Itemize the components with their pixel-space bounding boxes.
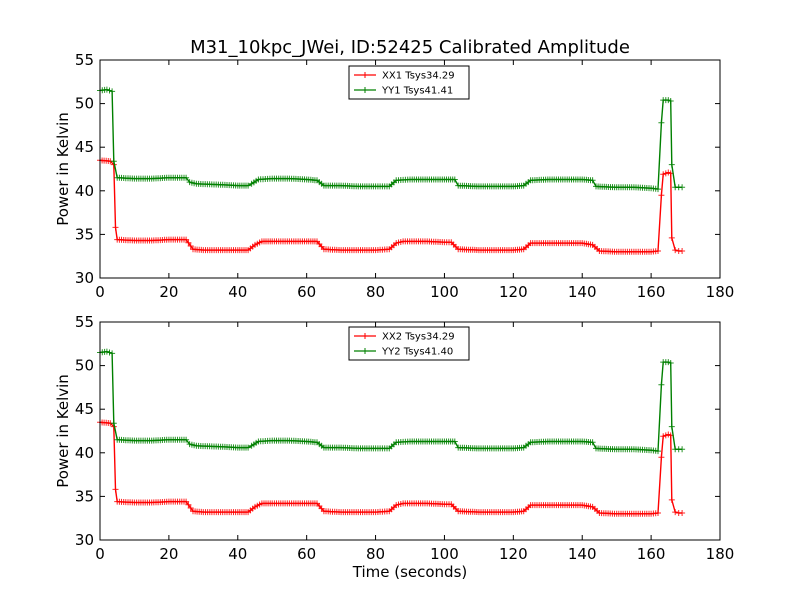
y-tick-label: 30 bbox=[75, 531, 94, 549]
y-axis-label: Power in Kelvin bbox=[54, 374, 72, 488]
x-tick-label: 20 bbox=[159, 283, 178, 301]
series-1 bbox=[97, 157, 686, 255]
data-point bbox=[655, 510, 661, 516]
data-point bbox=[668, 234, 675, 241]
data-point bbox=[679, 446, 686, 453]
y-tick-label: 50 bbox=[75, 357, 94, 375]
data-point bbox=[103, 348, 110, 355]
legend-label: YY1 Tsys41.41 bbox=[381, 86, 453, 97]
data-point bbox=[103, 86, 110, 93]
x-tick-label: 140 bbox=[568, 545, 597, 563]
data-point bbox=[245, 444, 252, 451]
data-point bbox=[187, 505, 194, 511]
y-tick-label: 45 bbox=[75, 400, 94, 418]
x-tick-label: 40 bbox=[228, 283, 247, 301]
data-point bbox=[187, 243, 194, 249]
x-tick-label: 160 bbox=[637, 283, 666, 301]
data-point bbox=[106, 349, 113, 356]
chart-panel-1: 0 20 40 60 80 100 120 140 160 180 30 35 40 45 50 55 Powe… bbox=[54, 51, 734, 301]
x-tick-label: 40 bbox=[228, 545, 247, 563]
y-tick-label: 55 bbox=[75, 51, 94, 69]
data-point bbox=[109, 88, 116, 95]
data-point bbox=[183, 436, 190, 443]
data-point bbox=[672, 247, 679, 254]
x-tick-label: 140 bbox=[568, 283, 597, 301]
y-tick-label: 40 bbox=[75, 444, 94, 462]
x-tick-label: 180 bbox=[706, 283, 735, 301]
y-tick-label: 30 bbox=[75, 269, 94, 287]
data-point bbox=[679, 184, 686, 191]
y-axis-label: Power in Kelvin bbox=[54, 112, 72, 226]
y-tick-label: 45 bbox=[75, 138, 94, 156]
data-point bbox=[668, 161, 675, 168]
data-point bbox=[668, 423, 675, 430]
data-point bbox=[112, 486, 119, 493]
y-tick-label: 50 bbox=[75, 95, 94, 113]
data-point bbox=[110, 158, 117, 165]
data-point bbox=[589, 177, 596, 184]
data-point bbox=[183, 498, 190, 505]
data-point bbox=[668, 496, 675, 503]
x-tick-label: 80 bbox=[366, 545, 385, 563]
data-point bbox=[245, 182, 252, 189]
data-point bbox=[183, 174, 190, 181]
data-point bbox=[667, 98, 674, 104]
series-1 bbox=[97, 419, 686, 517]
x-axis-label: Time (seconds) bbox=[352, 563, 468, 581]
data-point bbox=[185, 239, 192, 246]
data-point bbox=[106, 87, 113, 94]
chart-panel-2: 0 20 40 60 80 100 120 140 160 180 30 35 40 45 50 55 Powe… bbox=[54, 313, 734, 581]
x-tick-label: 80 bbox=[366, 283, 385, 301]
axes-frame bbox=[99, 321, 721, 541]
data-point bbox=[185, 501, 192, 508]
data-point bbox=[110, 420, 117, 427]
data-point bbox=[183, 236, 190, 243]
chart-panels: 0 20 40 60 80 100 120 140 160 180 30 35 40 45 50 55 Powe… bbox=[54, 51, 734, 581]
data-point bbox=[655, 186, 661, 193]
x-tick-label: 100 bbox=[430, 545, 459, 563]
legend-label: XX2 Tsys34.29 bbox=[382, 332, 455, 343]
data-point bbox=[679, 248, 686, 254]
data-point bbox=[658, 454, 665, 461]
data-point bbox=[658, 119, 665, 126]
data-point bbox=[672, 509, 679, 516]
data-point bbox=[667, 360, 674, 366]
figure-title: M31_10kpc_JWei, ID:52425 Calibrated Ampl… bbox=[190, 37, 630, 58]
x-tick-label: 100 bbox=[430, 283, 459, 301]
legend-box bbox=[348, 65, 470, 100]
legend: XX2 Tsys34.29 YY2 Tsys41.40 bbox=[348, 326, 470, 361]
x-tick-label: 160 bbox=[637, 545, 666, 563]
x-tick-label: 60 bbox=[297, 283, 316, 301]
data-point bbox=[112, 224, 119, 231]
x-tick-label: 120 bbox=[499, 545, 528, 563]
x-tick-label: 0 bbox=[95, 545, 105, 563]
legend-label: XX1 Tsys34.29 bbox=[382, 71, 455, 82]
y-tick-label: 40 bbox=[75, 182, 94, 200]
data-point bbox=[679, 510, 686, 516]
series-2 bbox=[97, 348, 686, 455]
axes-frame bbox=[99, 59, 721, 279]
data-point bbox=[655, 248, 661, 254]
data-point bbox=[660, 433, 667, 440]
x-tick-label: 20 bbox=[159, 545, 178, 563]
legend-box bbox=[348, 326, 470, 361]
x-tick-label: 180 bbox=[706, 545, 735, 563]
legend: XX1 Tsys34.29 YY1 Tsys41.41 bbox=[348, 65, 470, 100]
x-tick-label: 120 bbox=[499, 283, 528, 301]
x-tick-label: 60 bbox=[297, 545, 316, 563]
data-point bbox=[451, 438, 458, 445]
data-point bbox=[658, 192, 665, 199]
y-tick-label: 35 bbox=[75, 225, 94, 243]
y-tick-label: 55 bbox=[75, 313, 94, 331]
data-point bbox=[451, 176, 458, 183]
x-tick-label: 0 bbox=[95, 283, 105, 301]
data-point bbox=[589, 439, 596, 446]
data-point bbox=[109, 350, 116, 357]
data-point bbox=[658, 381, 665, 388]
data-point bbox=[660, 171, 667, 178]
data-point bbox=[655, 448, 661, 455]
y-tick-label: 35 bbox=[75, 487, 94, 505]
legend-label: YY2 Tsys41.40 bbox=[381, 347, 453, 358]
